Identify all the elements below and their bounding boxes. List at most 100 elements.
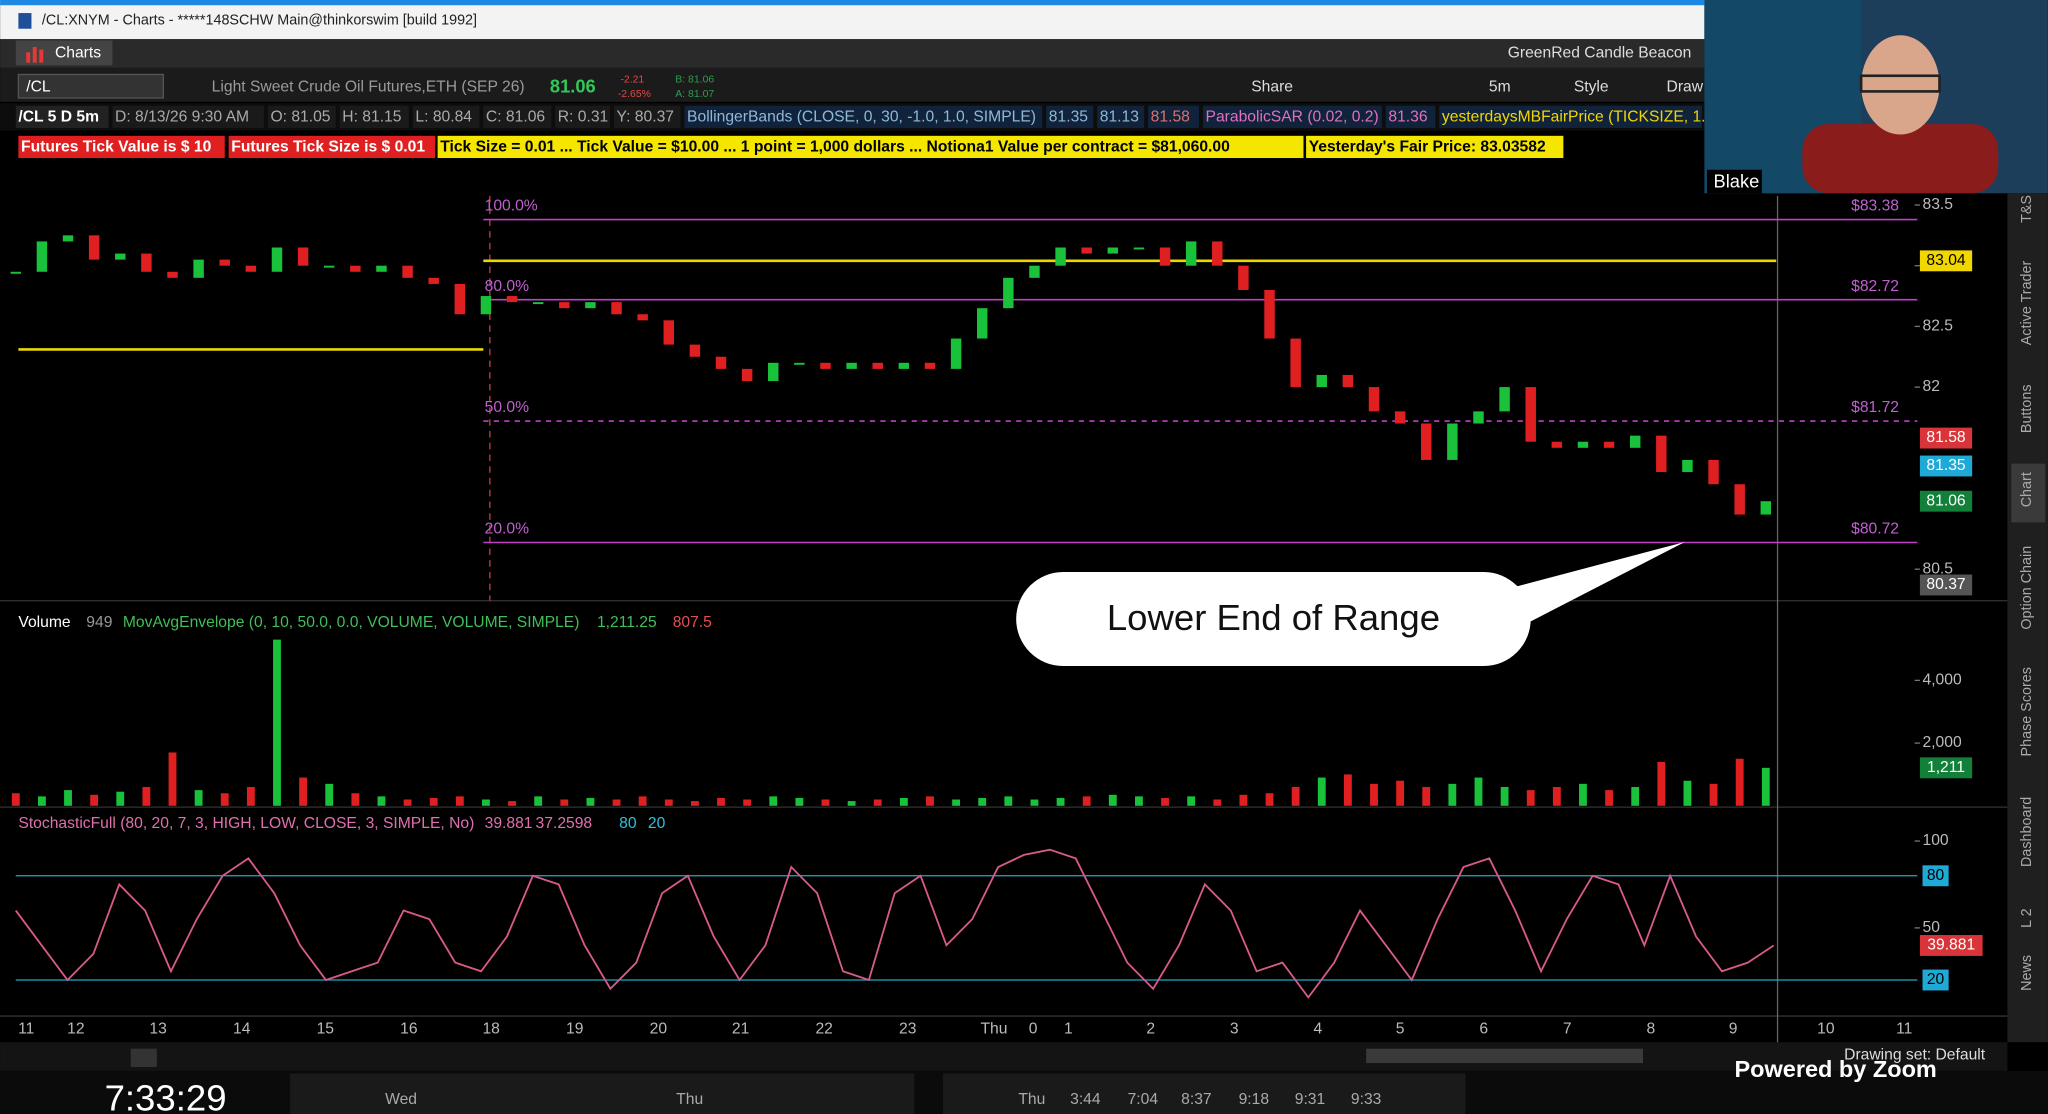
- volume-bar: [1631, 786, 1640, 806]
- tab-icon: [39, 49, 44, 63]
- volume-bar: [37, 796, 46, 806]
- x-tick-label: 21: [732, 1020, 749, 1037]
- banner-text: Futures Tick Value is $ 10: [21, 139, 212, 156]
- volume-bar: [1213, 799, 1222, 806]
- fib-percent: 20.0%: [485, 521, 529, 538]
- volume-bar: [899, 797, 908, 806]
- candle: [1577, 441, 1589, 448]
- x-tick-label: 10: [1817, 1020, 1835, 1037]
- volume-bar: [1161, 797, 1169, 806]
- side-tab[interactable]: Active Trader: [2019, 260, 2035, 345]
- info-text: H: 81.15: [342, 109, 401, 126]
- volume-bar: [560, 799, 569, 806]
- candle: [1055, 247, 1066, 266]
- side-tab[interactable]: Phase Scores: [2019, 667, 2035, 756]
- stoch-header: 80: [619, 815, 637, 832]
- volume-tag: [1919, 757, 1973, 779]
- x-tick-label: 15: [317, 1020, 335, 1037]
- volume-bar: [1683, 780, 1692, 806]
- candle: [1708, 459, 1719, 485]
- x-tick-label: 16: [400, 1020, 418, 1037]
- x-tick-label: 22: [815, 1020, 832, 1037]
- candle: [193, 259, 204, 278]
- volume-bar: [299, 777, 308, 806]
- mini-axis-label: 9:31: [1295, 1091, 1325, 1108]
- mini-axis-label: Wed: [385, 1091, 417, 1108]
- webcam-name: Blake: [1714, 171, 1760, 192]
- side-tab[interactable]: Buttons: [2019, 384, 2035, 433]
- x-tick-label: 19: [566, 1020, 583, 1037]
- candle: [1081, 247, 1092, 254]
- candle: [1290, 338, 1301, 388]
- side-tab[interactable]: L 2: [2019, 908, 2035, 927]
- volume-header: 807.5: [673, 614, 712, 631]
- info-cell: [613, 105, 681, 128]
- charts-tab[interactable]: [15, 40, 113, 66]
- info-text: C: 81.06: [486, 109, 545, 126]
- info-text: 81.58: [1151, 109, 1190, 126]
- volume-bar: [1030, 799, 1039, 806]
- volume-bar: [1552, 786, 1561, 806]
- volume-bar: [1448, 783, 1457, 806]
- tab-label[interactable]: Charts: [55, 45, 101, 62]
- info-cell: [412, 105, 480, 128]
- price-tag-label: 81.35: [1926, 457, 1965, 474]
- volume-bar: [1396, 780, 1405, 806]
- x-tick-label: 12: [67, 1020, 84, 1037]
- candle: [10, 271, 22, 274]
- volume-bar: [1108, 794, 1117, 806]
- ask: A: 81.07: [675, 89, 714, 100]
- info-cell: [1046, 105, 1094, 128]
- candle: [141, 253, 152, 272]
- info-cell: [15, 105, 109, 128]
- y-tick-label: 50: [1923, 919, 1941, 936]
- side-tab[interactable]: Chart: [2019, 472, 2035, 507]
- y-tick-label: 82.5: [1923, 318, 1954, 335]
- volume-bar: [1709, 783, 1718, 806]
- info-text: R: 0.31: [558, 109, 608, 126]
- price-tag: [1919, 574, 1973, 596]
- share-button[interactable]: Share: [1251, 79, 1293, 96]
- candle: [663, 320, 674, 345]
- style-button[interactable]: Style: [1574, 79, 1609, 96]
- volume-bar: [1526, 790, 1535, 806]
- x-tick-label: 8: [1647, 1020, 1656, 1037]
- mini-chart: [290, 1073, 915, 1114]
- drawing-set[interactable]: Drawing set: Default: [1844, 1046, 1986, 1063]
- candle: [532, 302, 544, 305]
- mini-axis-label: 9:18: [1239, 1091, 1270, 1108]
- toolbar: [0, 67, 1705, 102]
- callout: Lower End of Range: [1016, 541, 1685, 667]
- scroll-button[interactable]: [130, 1048, 157, 1067]
- symbol-box[interactable]: [17, 73, 165, 99]
- x-tick-label: 4: [1313, 1020, 1322, 1037]
- volume-bar: [1265, 793, 1274, 806]
- side-tab[interactable]: T&S: [2019, 195, 2035, 223]
- volume-bar: [612, 799, 621, 806]
- y-tick-label: 80.5: [1923, 560, 1954, 577]
- info-cell: [1148, 105, 1200, 128]
- title-accent: [0, 0, 1705, 6]
- volume-bar: [1605, 790, 1613, 806]
- candle: [1316, 374, 1327, 388]
- volume-bar: [1004, 796, 1013, 806]
- volume-bar: [142, 786, 151, 806]
- draw-button[interactable]: Draw: [1667, 79, 1704, 96]
- fib-price: $80.72: [1851, 521, 1899, 538]
- interval-button[interactable]: 5m: [1489, 79, 1511, 96]
- y-tick-label: 100: [1923, 832, 1949, 849]
- x-tick-label: 18: [482, 1020, 500, 1037]
- banner-text: Tick Size = 0.01 ... Tick Value = $10.00…: [440, 139, 1230, 156]
- webcam-glasses: [1859, 74, 1941, 93]
- scroll-thumb[interactable]: [1366, 1048, 1644, 1064]
- candle: [402, 265, 413, 278]
- side-tab[interactable]: Dashboard: [2019, 797, 2035, 867]
- side-tab[interactable]: Option Chain: [2019, 546, 2035, 630]
- volume-header: 1,211.25: [597, 614, 657, 631]
- volume-bar: [403, 799, 412, 806]
- side-tab[interactable]: News: [2019, 955, 2035, 991]
- candle: [1656, 435, 1667, 473]
- callout-box: [1016, 572, 1531, 667]
